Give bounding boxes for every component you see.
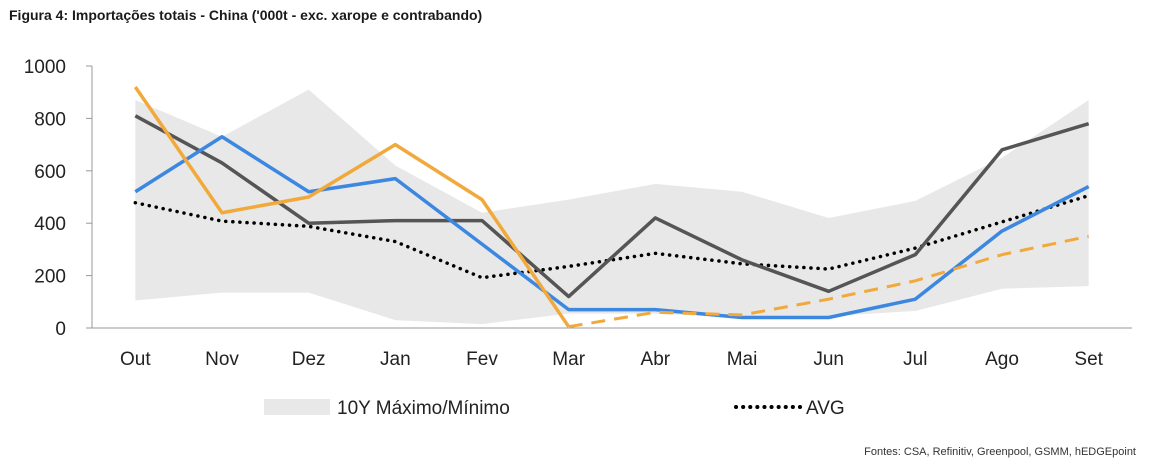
x-tick-label: Nov xyxy=(205,349,239,370)
x-tick-label: Mai xyxy=(727,349,758,370)
x-tick-label: Dez xyxy=(292,349,326,370)
series-line xyxy=(134,134,1090,320)
range-band-layer xyxy=(135,89,1089,325)
y-tick-label: 400 xyxy=(34,214,66,235)
series-line xyxy=(568,234,1089,329)
y-tick-label: 600 xyxy=(34,162,66,183)
x-tick-label: Jul xyxy=(903,349,927,370)
chart-title: Figura 4: Importações totais - China ('0… xyxy=(9,7,483,23)
x-tick-label: Jan xyxy=(380,349,411,370)
y-tick-label: 200 xyxy=(34,267,66,288)
series-line xyxy=(133,193,1091,280)
x-tick-label: Fev xyxy=(466,349,498,370)
source-note: Fontes: CSA, Refinitiv, Greenpool, GSMM,… xyxy=(864,446,1136,458)
x-tick-label: Out xyxy=(120,349,151,370)
legend-swatch-band xyxy=(264,399,330,415)
y-tick-label: 800 xyxy=(34,109,66,130)
x-tick-label: Abr xyxy=(641,349,671,370)
series-line xyxy=(134,114,1090,299)
legend-label-band: 10Y Máximo/Mínimo xyxy=(337,398,510,419)
x-tick-label: Ago xyxy=(985,349,1019,370)
series-line xyxy=(133,85,571,328)
x-tick-label: Mar xyxy=(552,349,585,370)
legend-label-avg: AVG xyxy=(806,398,845,419)
tick-label-layer: 0 200 400 600 800 1000 Out Nov Dez Jan Fev Mar Abr Ma… xyxy=(24,57,1104,370)
y-tick-label: 1000 xyxy=(24,57,66,78)
axis-layer xyxy=(86,65,1132,329)
y-tick-label: 0 xyxy=(55,319,66,340)
x-tick-label: Jun xyxy=(813,349,844,370)
legend: 10Y Máximo/Mínimo AVG xyxy=(264,398,845,419)
series-layer xyxy=(133,85,1091,329)
x-tick-label: Set xyxy=(1074,349,1103,370)
range-band xyxy=(135,89,1089,325)
